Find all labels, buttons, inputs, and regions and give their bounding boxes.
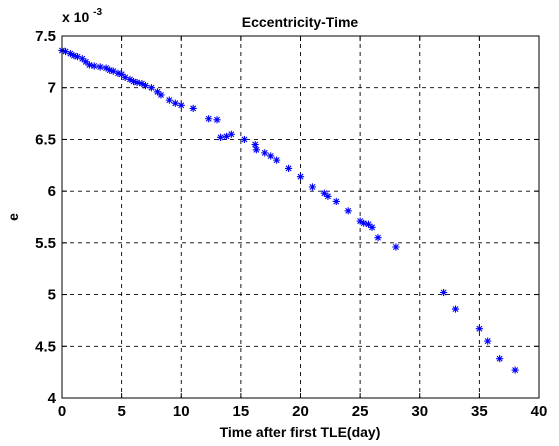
x-tick-label: 40 [531,403,548,420]
data-point [138,79,146,88]
data-point [61,47,70,56]
data-point [96,63,104,71]
y-axis-label: e [5,213,21,221]
data-point [496,355,504,363]
data-point [213,116,221,124]
data-point [177,101,185,109]
data-point [109,67,117,75]
chart-title: Eccentricity-Time [242,14,359,30]
x-tick-label: 10 [173,403,190,420]
data-point [240,135,249,144]
data-point [484,337,492,345]
data-point [356,217,364,225]
data-point [261,149,269,157]
y-multiplier-label: x 10 -3 [62,7,102,25]
data-point [267,152,275,160]
data-point [205,115,213,123]
data-point [440,288,448,297]
x-tick-label: 15 [233,403,250,420]
data-point [73,53,82,61]
x-tick-label: 5 [117,403,125,420]
data-point [85,61,94,69]
tick-labels: 0 5 10 15 20 25 30 35 40 4 4.5 5 5.5 6 6.5 7 7.5 [35,28,547,420]
data-point [114,69,122,77]
y-tick-label: 7 [48,80,56,97]
data-point [374,234,382,242]
data-point [222,132,231,140]
data-point [126,75,134,84]
data-point [70,52,78,60]
y-tick-label: 6.5 [35,131,56,148]
data-point [78,55,86,63]
data-point [141,82,150,90]
data-point [227,130,235,138]
x-tick-label: 25 [352,403,369,420]
data-point [344,207,352,215]
y-tick-label: 4 [48,390,57,407]
data-point [147,84,156,92]
y-tick-label: 7.5 [35,28,56,45]
data-point [171,99,179,107]
y-tick-label: 5.5 [35,235,56,252]
data-point [252,146,260,154]
axis-ticks [61,35,540,399]
data-point [368,223,376,231]
data-point [106,66,114,74]
data-point [251,141,259,149]
data-point [364,220,373,228]
data-point [153,88,161,96]
data-point [189,104,197,112]
data-point [66,49,74,58]
data-points [58,46,519,374]
y-multiplier-base: x 10 [62,9,89,25]
data-point [133,78,141,87]
data-point [360,219,368,227]
data-point [217,133,225,141]
data-point [451,305,460,313]
data-point [475,325,483,333]
x-tick-label: 0 [58,403,66,420]
data-point [392,243,400,251]
data-point [157,91,165,99]
x-tick-label: 35 [471,403,488,420]
data-point [284,164,293,172]
y-tick-label: 5 [48,287,56,304]
data-point [118,70,126,78]
data-point [129,77,138,86]
data-point [102,64,110,72]
y-multiplier-exponent: -3 [93,7,102,18]
data-point [121,73,129,81]
data-point [308,183,317,191]
plot-area [62,36,539,398]
data-point [82,58,90,66]
data-point [324,192,332,200]
x-tick-label: 20 [292,403,309,420]
data-point [296,173,305,181]
data-point [320,189,328,197]
x-tick-label: 30 [411,403,428,420]
x-axis-label: Time after first TLE(day) [220,424,381,440]
y-tick-label: 6 [48,183,56,200]
data-point [511,366,519,374]
y-tick-label: 4.5 [35,338,56,355]
data-point [90,62,98,70]
data-point [332,197,340,206]
data-point [165,96,173,104]
data-point [273,156,281,164]
